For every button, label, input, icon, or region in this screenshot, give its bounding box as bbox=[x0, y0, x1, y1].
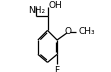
Text: NH₂: NH₂ bbox=[28, 6, 45, 15]
Text: OH: OH bbox=[48, 1, 62, 10]
Text: O: O bbox=[65, 28, 72, 37]
Text: CH₃: CH₃ bbox=[79, 28, 95, 37]
Text: F: F bbox=[55, 66, 60, 72]
